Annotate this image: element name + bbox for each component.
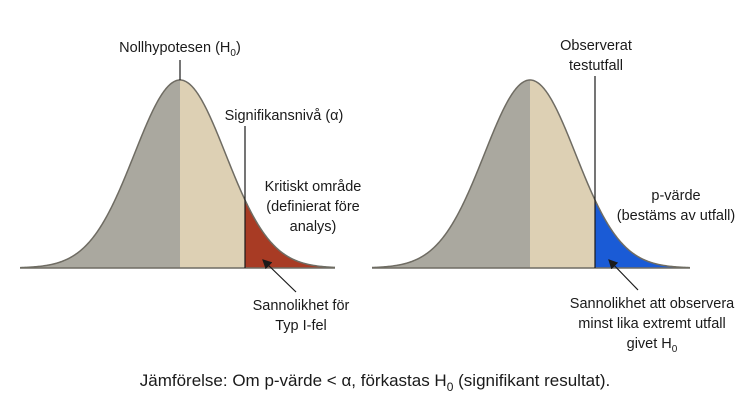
footer: Jämförelse: Om p-värde < α, förkastas H0… xyxy=(140,371,611,394)
arrow xyxy=(262,259,297,293)
prob-label: Typ I-fel xyxy=(275,318,327,334)
curve-region xyxy=(20,80,180,268)
curve-region xyxy=(595,199,690,268)
curves xyxy=(19,79,691,269)
curve-region xyxy=(245,199,335,268)
region-label: analys) xyxy=(290,219,337,235)
p-label: (bestäms av utfall) xyxy=(617,208,735,224)
curve-region xyxy=(372,80,530,268)
curve-region xyxy=(180,80,245,268)
arrow xyxy=(608,259,639,291)
observed-label: testutfall xyxy=(569,58,623,74)
prob-label: Sannolikhet för xyxy=(253,298,350,314)
null-label: Nollhypotesen (H0) xyxy=(119,40,241,59)
region-label: Kritiskt område xyxy=(265,179,362,195)
curve-region xyxy=(530,80,595,268)
curve-region xyxy=(19,79,336,269)
p-label: p-värde xyxy=(651,188,700,204)
prob-label: minst lika extremt utfall xyxy=(578,316,725,332)
alpha-label: Signifikansnivå (α) xyxy=(225,108,344,124)
observed-label: Observerat xyxy=(560,38,632,54)
region-label: (definierat före xyxy=(266,199,360,215)
prob-label: Sannolikhet att observera xyxy=(570,296,735,312)
given-label: givet H0 xyxy=(627,336,678,355)
curve-region xyxy=(371,79,691,269)
